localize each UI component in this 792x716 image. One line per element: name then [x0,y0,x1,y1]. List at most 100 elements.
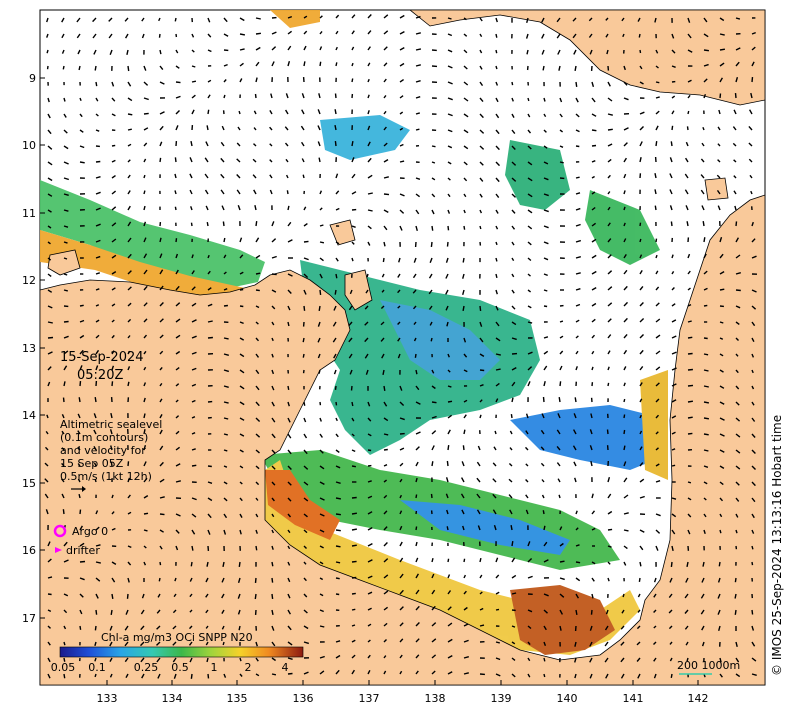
velocity-arrow [125,673,129,679]
velocity-arrow [287,45,292,51]
velocity-arrow [511,540,514,547]
velocity-arrow [751,77,754,83]
velocity-arrow [575,145,580,148]
velocity-arrow [159,81,165,85]
velocity-arrow [751,321,756,327]
velocity-arrow [431,161,436,164]
velocity-arrow [141,17,145,22]
velocity-arrow [157,673,161,679]
velocity-arrow [717,143,721,147]
velocity-arrow [511,273,515,278]
velocity-arrow [271,337,274,342]
velocity-arrow [269,143,273,147]
velocity-arrow [367,591,373,595]
velocity-arrow [143,253,148,259]
velocity-arrow [350,385,353,391]
velocity-arrow [719,369,724,373]
velocity-arrow [253,127,257,131]
velocity-arrow [735,513,739,518]
velocity-arrow [735,337,739,341]
velocity-arrow [399,622,404,627]
velocity-arrow [287,625,292,631]
velocity-arrow [718,561,721,567]
velocity-arrow [175,95,181,99]
velocity-arrow [255,449,260,454]
velocity-arrow [669,189,673,195]
velocity-arrow [303,513,308,518]
velocity-arrow [191,335,197,339]
velocity-arrow [415,526,418,531]
velocity-arrow [188,625,193,630]
velocity-arrow [413,337,417,342]
velocity-arrow [703,529,706,535]
velocity-arrow [139,641,145,647]
velocity-arrow [172,657,177,663]
velocity-arrow [607,270,613,275]
velocity-arrow [573,49,577,55]
velocity-arrow [207,497,213,502]
velocity-arrow [239,417,245,421]
velocity-arrow [351,157,355,163]
velocity-arrow [703,417,710,420]
velocity-arrow [492,462,497,467]
velocity-arrow [527,257,532,262]
velocity-arrow [255,385,260,391]
velocity-arrow [446,460,449,467]
velocity-arrow [589,445,593,451]
velocity-arrow [206,657,209,663]
velocity-arrow [79,609,83,615]
velocity-arrow [111,81,115,87]
velocity-arrow [446,509,449,515]
velocity-arrow [383,433,389,436]
velocity-arrow [460,477,465,483]
velocity-arrow [159,529,164,533]
velocity-arrow [318,369,321,374]
velocity-arrow [44,478,49,483]
velocity-arrow [479,369,485,372]
velocity-arrow [413,321,417,326]
velocity-arrow [367,125,371,131]
velocity-arrow [111,144,116,147]
velocity-arrow [397,337,401,342]
colorbar-tick-label: 2 [245,661,252,674]
velocity-arrow [383,385,386,392]
velocity-arrow [172,625,177,630]
credit-text: © IMOS 25-Sep-2024 13:13:16 Hobart time [770,414,784,676]
velocity-arrow [143,221,147,227]
velocity-arrow [591,527,596,531]
velocity-arrow [399,14,405,19]
velocity-arrow [399,557,404,563]
velocity-arrow [703,253,707,259]
velocity-arrow [303,577,307,582]
velocity-arrow [415,461,419,467]
velocity-arrow [542,65,545,71]
velocity-arrow [589,673,593,679]
velocity-arrow [525,494,529,499]
lat-tick-label: 14 [22,409,36,422]
velocity-arrow [543,97,546,102]
velocity-arrow [223,385,229,388]
velocity-arrow [318,93,321,99]
velocity-arrow [510,524,513,531]
velocity-arrow [527,625,532,630]
velocity-arrow [252,174,257,179]
velocity-arrow [623,222,626,227]
velocity-arrow [175,383,180,387]
velocity-arrow [620,673,625,679]
velocity-arrow [175,334,181,339]
velocity-arrow [671,383,677,387]
colorbar-tick-label: 0.25 [134,661,159,674]
velocity-arrow [575,192,581,195]
velocity-arrow [685,141,689,147]
velocity-arrow [447,622,453,627]
velocity-arrow [47,145,53,150]
velocity-arrow [574,641,577,647]
velocity-arrow [175,110,180,115]
velocity-arrow [287,577,291,583]
velocity-arrow [158,17,161,22]
velocity-arrow [367,157,372,163]
velocity-arrow [191,286,196,291]
velocity-arrow [63,381,66,387]
velocity-arrow [109,429,113,435]
velocity-arrow [221,625,225,630]
